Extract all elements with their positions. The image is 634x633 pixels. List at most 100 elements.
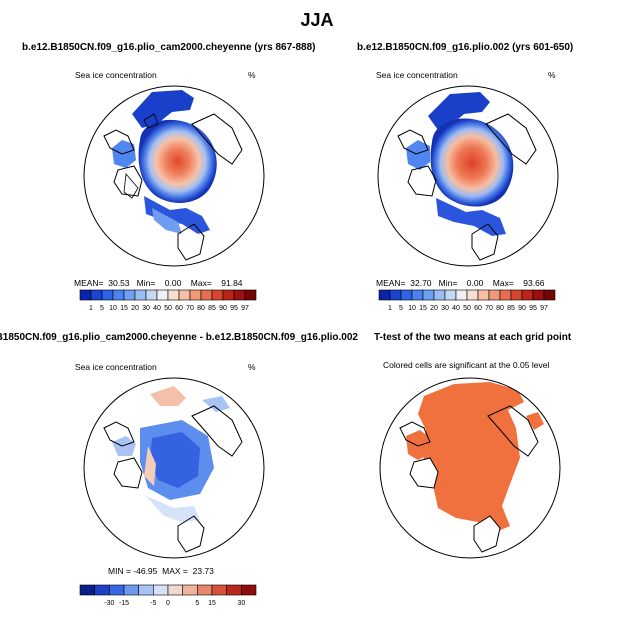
panel3-diff-positive-pacific	[150, 386, 186, 406]
panel1-field-label: Sea ice concentration	[75, 70, 157, 80]
colorbar-tick-label: 70	[186, 305, 194, 312]
panel1-stats: MEAN= 30.53 Min= 0.00 Max= 91.84	[74, 278, 243, 288]
colorbar-tick-label: 15	[208, 600, 216, 607]
colorbar-tick-label: -30	[104, 600, 114, 607]
max-label: Max=	[492, 278, 514, 288]
colorbar-tick-label: -15	[119, 600, 129, 607]
panel4-significant-hudson	[406, 430, 430, 460]
colorbar-box	[94, 584, 110, 596]
colorbar-box	[521, 289, 534, 301]
colorbar-box	[233, 289, 246, 301]
panel3-units: %	[248, 362, 256, 372]
colorbar-box	[477, 289, 490, 301]
colorbar-tick-label: 70	[485, 305, 493, 312]
colorbar-box	[153, 584, 169, 596]
colorbar-tick-label: 80	[197, 305, 205, 312]
colorbar-box	[400, 289, 413, 301]
colorbar-box	[156, 289, 169, 301]
colorbar-box	[109, 584, 125, 596]
colorbar-tick-label: 10	[408, 305, 416, 312]
panel3-field-label: Sea ice concentration	[75, 362, 157, 372]
panel4-significant-patch	[526, 412, 544, 430]
panel3-diff-atlantic	[146, 496, 200, 522]
colorbar-tick-label: 5	[195, 600, 199, 607]
panel2-ice-pacific	[428, 92, 490, 130]
colorbar-box	[79, 289, 92, 301]
min-label: Min=	[136, 278, 156, 288]
colorbar-tick-label: 60	[175, 305, 183, 312]
panel3-map	[83, 377, 265, 559]
colorbar-tick-label: 1	[388, 305, 392, 312]
panel3-coast-siberia	[191, 405, 243, 457]
colorbar-tick-label: 15	[419, 305, 427, 312]
colorbar-box	[90, 289, 103, 301]
colorbar-box	[510, 289, 523, 301]
panel3-coast-canada	[103, 421, 135, 447]
colorbar-tick-label: 10	[109, 305, 117, 312]
panel3-diff-positive	[144, 446, 156, 486]
colorbar-box	[182, 584, 198, 596]
colorbar-box	[422, 289, 435, 301]
colorbar-box	[455, 289, 468, 301]
colorbar-box	[378, 289, 391, 301]
colorbar-box	[138, 584, 154, 596]
panel2-stats: MEAN= 32.70 Min= 0.00 Max= 93.66	[376, 278, 545, 288]
panel1-map-border	[83, 85, 265, 267]
colorbar-box	[211, 584, 227, 596]
colorbar-tick-label: -5	[150, 600, 156, 607]
colorbar-box	[167, 289, 180, 301]
colorbar-box	[112, 289, 125, 301]
colorbar-box	[466, 289, 479, 301]
colorbar-box	[499, 289, 512, 301]
panel1-coast-siberia	[191, 113, 243, 165]
colorbar-tick-label: 85	[208, 305, 216, 312]
panel2-coast-scandinavia	[471, 223, 499, 261]
colorbar-tick-label: 60	[474, 305, 482, 312]
panel1-coast-islands	[123, 113, 159, 199]
max-label: Max=	[190, 278, 212, 288]
colorbar-tick-label: 0	[166, 600, 170, 607]
colorbar-box	[189, 289, 202, 301]
mean-label: MEAN=	[74, 278, 104, 288]
panel2-coast-canada	[397, 129, 429, 155]
colorbar-box	[532, 289, 545, 301]
panel3-colorbar: -30 -15 -5 0 5 15 30	[79, 584, 257, 607]
panel3-diff-negative-core	[150, 432, 200, 488]
panel1-coast-canada	[103, 129, 135, 155]
colorbar-tick-label: 85	[507, 305, 515, 312]
colorbar-tick-label: 15	[120, 305, 128, 312]
max-value: 91.84	[221, 278, 243, 288]
panel4-title: T-test of the two means at each grid poi…	[374, 332, 572, 343]
mean-label: MEAN=	[376, 278, 406, 288]
colorbar-tick-label: 90	[219, 305, 227, 312]
mean-value: 32.70	[410, 278, 432, 288]
colorbar-box	[123, 584, 139, 596]
panel2-units: %	[548, 70, 556, 80]
panel1-ice-edge	[152, 208, 182, 234]
colorbar-box	[244, 289, 257, 301]
colorbar-tick-label: 30	[237, 600, 245, 607]
colorbar-tick-label: 20	[131, 305, 139, 312]
colorbar-box	[167, 584, 183, 596]
panel4-map-border	[379, 377, 561, 559]
panel3-diff-pale	[202, 396, 230, 412]
colorbar-box	[488, 289, 501, 301]
colorbar-tick-label: 5	[399, 305, 403, 312]
colorbar-tick-label: 95	[230, 305, 238, 312]
panel1-coast-scandinavia	[177, 223, 205, 261]
min-value: 0.00	[164, 278, 182, 288]
panel1-units: %	[248, 70, 256, 80]
panel2-map	[377, 85, 559, 267]
min-value: 0.00	[466, 278, 484, 288]
colorbar-tick-label: 40	[452, 305, 460, 312]
min-label: MIN =	[108, 566, 131, 576]
colorbar-box	[145, 289, 158, 301]
panel2-ice-hudson	[406, 140, 430, 170]
colorbar-box	[178, 289, 191, 301]
max-value: 23.73	[192, 566, 214, 576]
panel1-title: b.e12.B1850CN.f09_g16.plio_cam2000.cheye…	[22, 42, 316, 53]
colorbar-box	[543, 289, 556, 301]
panel1-ice-hudson	[112, 140, 136, 168]
colorbar-tick-label: 97	[241, 305, 249, 312]
colorbar-box	[389, 289, 402, 301]
